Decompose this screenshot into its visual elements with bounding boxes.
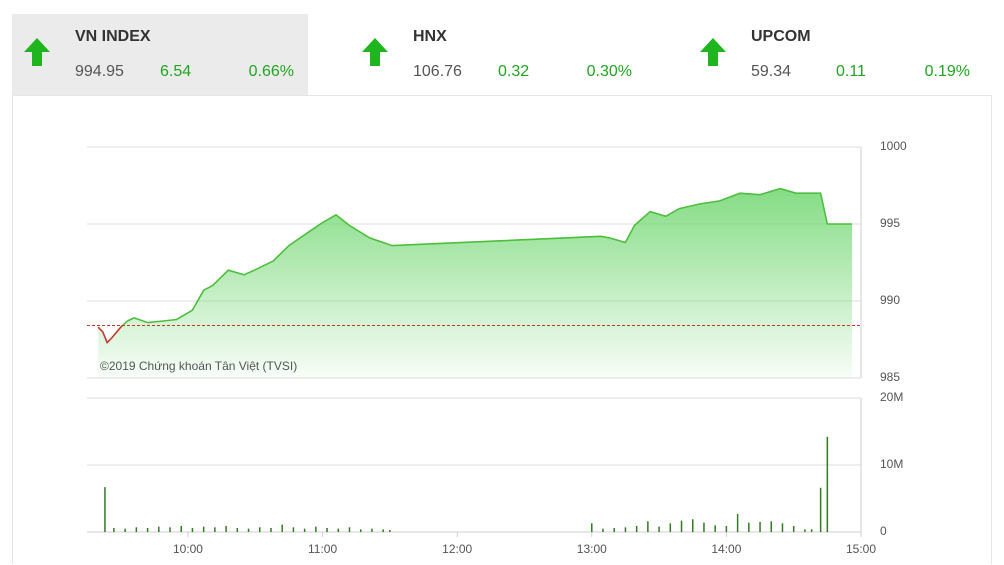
volume-bar (303, 528, 306, 532)
volume-bar (169, 527, 171, 532)
up-arrow (700, 38, 726, 66)
volume-bar (669, 523, 672, 532)
index-percent: 0.30% (586, 63, 632, 80)
index-name: VN INDEX (75, 28, 151, 45)
volume-bar (113, 527, 115, 532)
volume-bar (804, 529, 806, 532)
volume-bar (326, 527, 328, 532)
volume-bar (635, 525, 638, 532)
volume-bar (348, 527, 351, 532)
y-tick-label: 0 (880, 524, 887, 538)
index-change: 6.54 (160, 63, 192, 80)
volume-bar (270, 527, 272, 532)
volume-bar (104, 487, 106, 532)
volume-bar (202, 526, 205, 532)
volume-bar (158, 526, 160, 532)
volume-bar (591, 523, 593, 532)
x-tick-label: 13:00 (577, 542, 607, 556)
volume-bar (759, 521, 761, 532)
watermark: ©2019 Chứng khoán Tân Việt (TVSI) (100, 359, 297, 373)
volume-bar (180, 525, 182, 532)
chart-frame (12, 95, 992, 564)
volume-bar (826, 436, 829, 532)
volume-bar (792, 525, 795, 532)
price-area (98, 188, 853, 378)
volume-bar (647, 521, 649, 532)
y-tick-label: 985 (880, 370, 900, 384)
volume-bar (613, 527, 615, 532)
volume-bar (337, 528, 340, 532)
volume-bar (315, 526, 317, 532)
volume-bar (191, 527, 194, 532)
x-tick-label: 15:00 (846, 542, 876, 556)
x-tick-label: 12:00 (442, 542, 472, 556)
volume-bar (714, 525, 716, 532)
index-box: HNX 106.76 0.32 0.30% (350, 14, 646, 95)
index-value: 59.34 (751, 63, 792, 80)
x-tick-label: 11:00 (308, 542, 337, 556)
y-tick-label: 995 (880, 216, 900, 230)
index-value: 106.76 (413, 63, 462, 80)
x-tick-label: 10:00 (173, 542, 203, 556)
y-tick-label: 20M (880, 390, 903, 404)
index-percent: 0.66% (248, 63, 294, 80)
volume-bar (258, 527, 261, 532)
volume-bar (281, 524, 283, 532)
volume-bar (748, 522, 750, 532)
volume-bar (389, 529, 391, 532)
index-change: 0.11 (836, 63, 866, 80)
volume-bar (770, 521, 773, 532)
volume-bar (781, 523, 784, 532)
volume-bar (658, 526, 660, 532)
index-name: UPCOM (751, 28, 811, 45)
volume-bar (680, 520, 683, 532)
volume-bar (146, 527, 149, 532)
y-tick-label: 990 (880, 293, 900, 307)
volume-bar (725, 525, 728, 532)
volume-bar (124, 528, 126, 532)
y-tick-label: 10M (880, 457, 903, 471)
volume-bar (703, 522, 705, 532)
volume-bar (292, 527, 295, 532)
volume-bar (819, 487, 822, 532)
index-box: UPCOM 59.34 0.11 0.19% (688, 14, 984, 95)
volume-bar (736, 513, 739, 532)
volume-bar (359, 529, 362, 532)
up-arrow (362, 38, 388, 66)
volume-bar (810, 529, 813, 532)
volume-bar (236, 527, 239, 532)
index-percent: 0.19% (924, 63, 970, 80)
volume-bar (691, 519, 694, 532)
index-box: VN INDEX 994.95 6.54 0.66% (12, 14, 308, 95)
volume-bar (382, 529, 384, 532)
volume-bar (135, 527, 138, 532)
index-value: 994.95 (75, 63, 124, 80)
volume-bar (225, 525, 227, 532)
volume-bar (247, 528, 250, 532)
volume-bar (371, 528, 373, 532)
y-tick-label: 1000 (880, 139, 907, 153)
volume-bar (214, 527, 216, 532)
x-tick-label: 14:00 (711, 542, 741, 556)
index-change: 0.32 (498, 63, 530, 80)
volume-bar (602, 528, 604, 532)
volume-bar (624, 527, 627, 532)
index-name: HNX (413, 28, 447, 45)
up-arrow (24, 38, 50, 66)
price-line (97, 187, 852, 345)
